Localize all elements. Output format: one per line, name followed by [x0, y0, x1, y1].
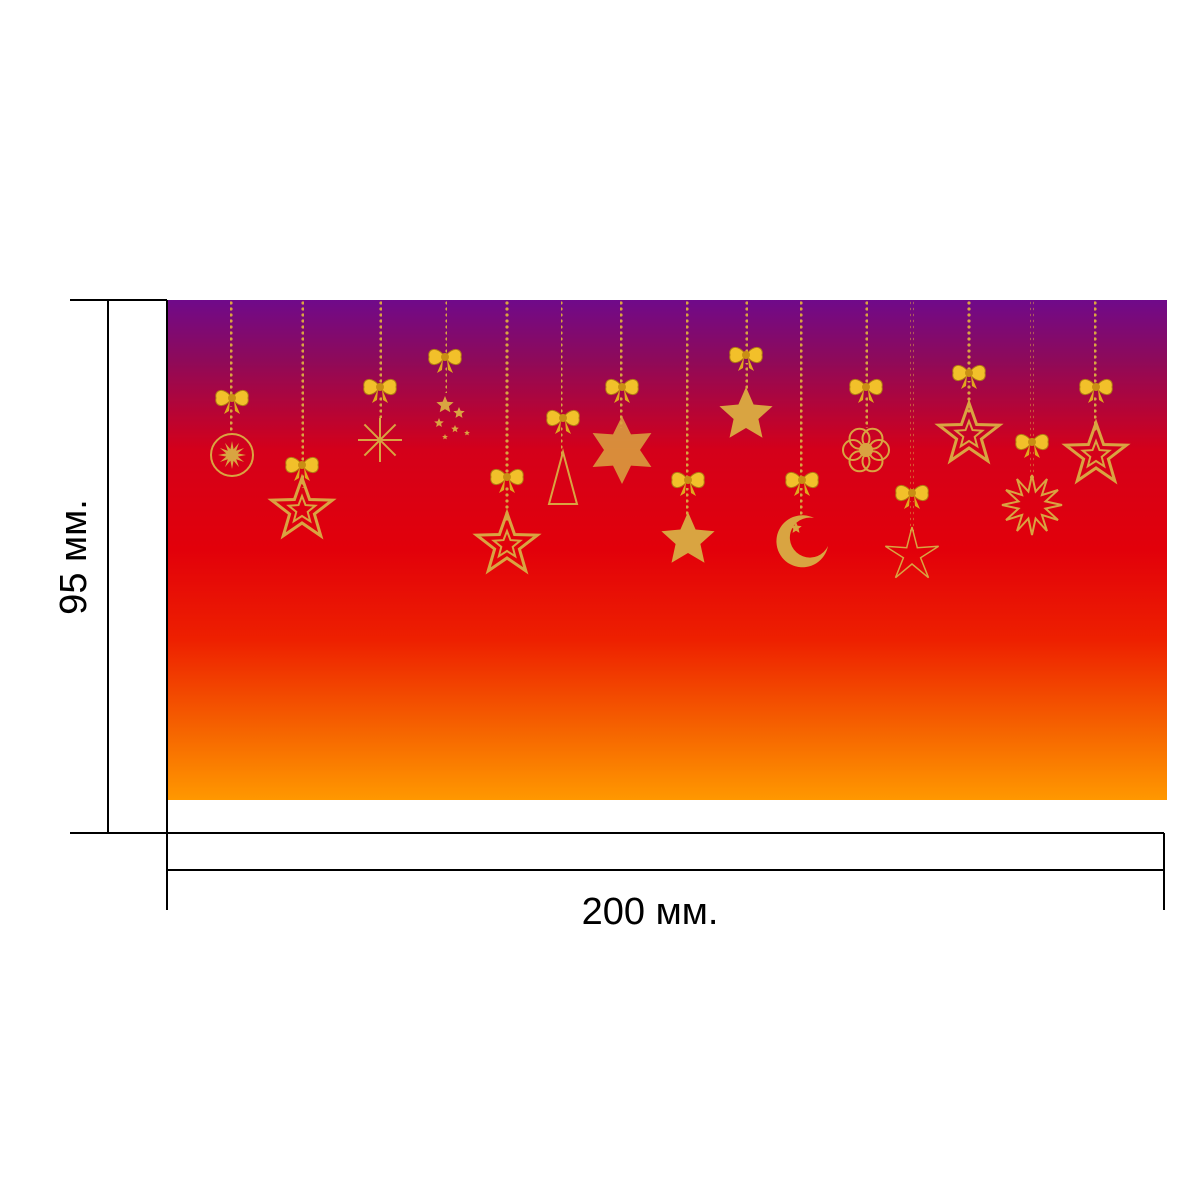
- ornament-star-outline: [934, 300, 1004, 465]
- ornament-snowflake: [358, 300, 402, 462]
- dimension-lines: [70, 299, 1165, 910]
- ornament-moon: [776, 300, 828, 568]
- ornament-flower: [842, 300, 890, 473]
- ornaments-layer: [210, 300, 1131, 579]
- ornament-star-thin: [884, 300, 940, 579]
- ornament-star-outline: [267, 300, 337, 540]
- ornament-star-outline: [1061, 300, 1131, 485]
- ornament-tree: [546, 300, 580, 505]
- ornament-star-cluster: [428, 300, 470, 440]
- ornament-sun-ball: [210, 300, 254, 477]
- height-dimension-label: 95 мм.: [53, 499, 95, 615]
- ornament-star-outline: [472, 300, 542, 575]
- ornament-star: [661, 300, 715, 563]
- ornament-star6: [592, 300, 652, 484]
- width-dimension-label: 200 мм.: [581, 891, 719, 933]
- card-background: [167, 300, 1167, 800]
- ornament-star-sun: [1001, 300, 1063, 536]
- ornament-star: [719, 300, 773, 438]
